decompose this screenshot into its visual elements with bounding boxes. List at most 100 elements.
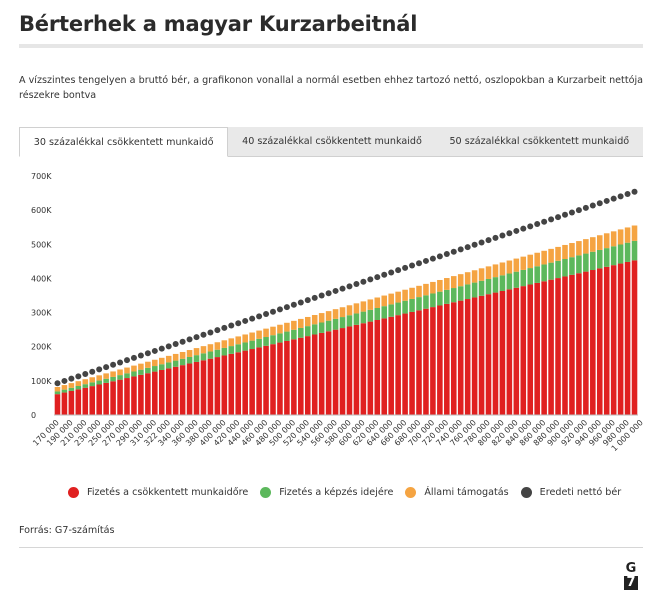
bar-segment <box>381 318 388 415</box>
net-wage-point <box>339 285 346 292</box>
bar-segment <box>555 260 561 279</box>
legend-item-state-support[interactable]: Állami támogatás <box>405 487 509 498</box>
bar-segment <box>172 353 179 361</box>
net-wage-point <box>82 371 89 378</box>
bar-segment <box>450 302 457 415</box>
bar-segment <box>395 291 401 303</box>
y-tick-label: 400K <box>31 274 52 283</box>
bar-segment <box>214 349 221 358</box>
bar-segment <box>103 382 109 415</box>
bar-segment <box>353 303 360 314</box>
bar-segment <box>402 313 408 415</box>
source-note: Forrás: G7-számítás <box>19 525 115 536</box>
bar-segment <box>277 324 283 334</box>
bar-segment <box>179 351 186 359</box>
net-wage-point <box>582 204 589 211</box>
bar-segment <box>61 385 68 390</box>
legend-item-original-net[interactable]: Eredeti nettó bér <box>520 487 621 498</box>
bar-segment <box>478 295 485 415</box>
bar-segment <box>367 321 374 415</box>
bar-segment <box>374 297 381 308</box>
bar-segment <box>416 310 422 415</box>
net-wage-point <box>172 341 179 348</box>
bar-segment <box>478 268 485 281</box>
net-wage-point <box>353 281 360 288</box>
net-wage-point <box>96 366 103 373</box>
bar-segment <box>117 375 123 380</box>
bar-segment <box>499 275 506 291</box>
bar-segment <box>471 282 478 298</box>
y-tick-label: 700K <box>31 172 52 181</box>
bar-segment <box>311 334 318 415</box>
bar-segment <box>221 355 228 415</box>
tab-30-percent[interactable]: 30 százalékkal csökkentett munkaidő <box>19 127 229 157</box>
bar-segment <box>256 347 262 415</box>
bar-segment <box>423 295 429 309</box>
bar-segment <box>596 249 603 269</box>
bar-segment <box>430 307 436 415</box>
bar-segment <box>68 383 75 388</box>
bar-segment <box>444 289 450 304</box>
bar-segment <box>506 289 513 415</box>
bar-segment <box>263 345 269 415</box>
bar-segment <box>200 353 207 361</box>
net-wage-point <box>589 202 596 209</box>
bar-segment <box>54 394 61 415</box>
bar-segment <box>409 298 415 312</box>
stacked-bar-chart: 0 100K 200K 300K 400K 500K 600K 700K 170 000190… <box>31 172 645 453</box>
bar-segment <box>444 303 450 415</box>
net-wage-point <box>89 368 96 375</box>
bar-segment <box>409 311 415 415</box>
bar-segment <box>423 308 429 415</box>
net-wage-point <box>450 248 457 255</box>
bar-segment <box>221 340 228 348</box>
net-wage-point <box>179 338 186 345</box>
tab-bar: 30 százalékkal csökkentett munkaidő 40 s… <box>19 127 643 157</box>
bar-segment <box>485 266 492 279</box>
bar-segment <box>527 284 534 415</box>
y-tick-label: 0 <box>31 411 36 420</box>
bar-segment <box>513 258 520 272</box>
bar-segment <box>492 277 499 293</box>
bar-segment <box>207 351 214 359</box>
legend-item-training[interactable]: Fizetés a képzés idejére <box>260 487 393 498</box>
bar-segment <box>249 340 255 350</box>
bar-segment <box>68 390 75 415</box>
bar-segment <box>165 355 172 363</box>
bar-segment <box>263 328 269 338</box>
bar-segment <box>131 376 137 415</box>
bar-segment <box>360 323 367 415</box>
bar-segment <box>242 350 248 415</box>
bar-segment <box>284 331 290 341</box>
net-wage-point <box>207 329 214 336</box>
bar-segment <box>367 299 374 310</box>
bar-segment <box>158 369 165 415</box>
net-wage-point <box>367 276 374 283</box>
bar-segment <box>186 356 193 364</box>
bar-segment <box>416 285 422 298</box>
bar-segment <box>548 279 554 415</box>
bar-segment <box>235 336 242 345</box>
bar-segment <box>82 387 89 415</box>
net-wage-point <box>318 292 325 299</box>
net-wage-point <box>117 359 124 366</box>
net-wage-point <box>596 200 603 207</box>
tab-50-percent[interactable]: 50 százalékkal csökkentett munkaidő <box>449 136 630 147</box>
bar-segment <box>291 320 297 330</box>
bar-segment <box>298 337 304 415</box>
bar-segment <box>576 273 582 415</box>
bar-segment <box>617 263 624 415</box>
bar-segment <box>555 278 561 415</box>
legend-item-reduced-hours[interactable]: Fizetés a csökkentett munkaidőre <box>68 487 248 498</box>
bar-segment <box>367 309 374 322</box>
net-wage-dots <box>54 188 638 387</box>
title-divider <box>19 44 643 48</box>
tab-40-percent[interactable]: 40 százalékkal csökkentett munkaidő <box>242 136 422 147</box>
net-wage-point <box>124 357 130 364</box>
bar-segment <box>179 365 186 415</box>
bar-segment <box>193 361 200 415</box>
bar-segment <box>450 288 457 303</box>
bar-segment <box>138 363 144 370</box>
net-wage-point <box>395 267 402 274</box>
